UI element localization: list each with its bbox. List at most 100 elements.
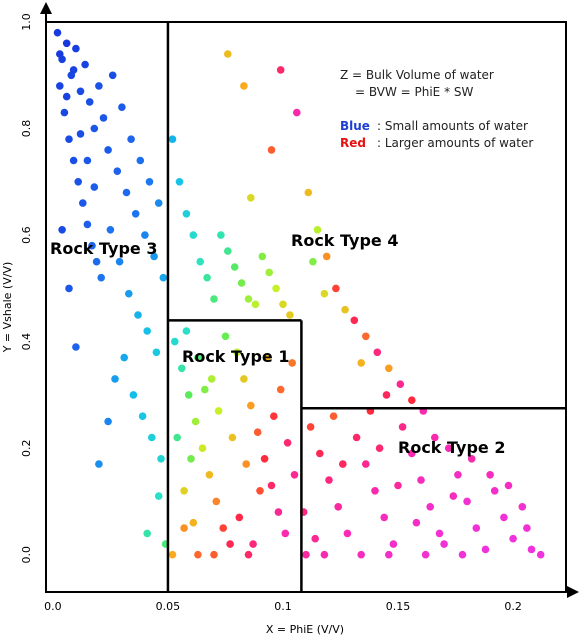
data-point <box>293 108 301 117</box>
data-point <box>281 529 290 538</box>
data-point <box>375 444 384 453</box>
data-point <box>122 188 131 197</box>
region-label-rock-type-2: Rock Type 2 <box>398 438 505 457</box>
data-point <box>85 98 94 106</box>
data-point <box>219 524 227 532</box>
data-point <box>154 492 163 500</box>
data-point <box>320 289 329 298</box>
data-point <box>490 487 499 495</box>
x-axis-label: X = PhiE (V/V) <box>266 623 344 636</box>
y-axis-arrow-icon <box>40 2 52 14</box>
data-point <box>224 247 232 255</box>
x-tick-label: 0.05 <box>156 600 181 613</box>
data-point <box>115 257 124 266</box>
data-point <box>431 433 439 442</box>
data-point <box>143 327 151 335</box>
data-point <box>189 518 198 527</box>
data-point <box>412 518 421 527</box>
data-point <box>187 455 195 463</box>
data-point <box>251 300 260 309</box>
x-tick-label: 0.0 <box>44 600 62 613</box>
data-point <box>357 359 366 367</box>
data-point <box>371 487 379 495</box>
data-point <box>304 188 313 197</box>
data-point <box>320 550 329 559</box>
data-point <box>214 407 223 415</box>
data-point <box>244 295 253 303</box>
data-point <box>83 156 92 165</box>
data-point <box>274 508 283 516</box>
data-point <box>244 550 253 559</box>
legend-blue-text: : Small amounts of water <box>377 119 528 133</box>
data-point <box>74 178 82 186</box>
y-tick-label: 1.0 <box>20 13 33 31</box>
data-point <box>440 540 448 548</box>
data-point <box>65 284 73 293</box>
data-point <box>62 92 71 101</box>
data-point <box>237 279 246 287</box>
data-point <box>69 156 78 165</box>
data-point <box>373 348 382 357</box>
data-point <box>81 60 89 69</box>
data-point <box>72 343 80 351</box>
data-point <box>173 433 181 442</box>
data-point <box>189 231 198 239</box>
data-point <box>380 513 389 522</box>
data-point <box>276 66 285 74</box>
data-point <box>97 273 105 282</box>
data-point <box>396 380 405 389</box>
data-point <box>276 385 285 394</box>
region-label-rock-type-4: Rock Type 4 <box>291 231 398 250</box>
data-point <box>99 114 108 122</box>
cutoff-lines <box>166 22 566 592</box>
data-point <box>157 455 165 463</box>
x-tick-label: 0.2 <box>504 600 522 613</box>
data-point <box>426 503 435 511</box>
data-point <box>171 337 179 346</box>
data-point <box>339 460 347 468</box>
data-point <box>65 135 73 143</box>
data-point <box>343 529 352 538</box>
data-point <box>95 460 103 468</box>
data-point <box>196 257 204 266</box>
data-point <box>504 481 513 490</box>
data-point <box>127 135 135 143</box>
data-point <box>458 550 467 559</box>
data-point <box>159 273 168 282</box>
data-point <box>249 540 257 548</box>
data-point <box>265 268 274 277</box>
legend-red-text: : Larger amounts of water <box>377 136 533 150</box>
data-point <box>283 439 292 447</box>
data-point <box>322 252 331 261</box>
data-point <box>148 433 156 442</box>
data-point <box>198 444 207 453</box>
data-point <box>224 50 232 58</box>
data-point <box>316 449 324 458</box>
data-point <box>233 348 241 357</box>
data-point <box>408 396 416 405</box>
data-point <box>106 226 115 234</box>
data-point <box>417 476 425 484</box>
data-point <box>313 226 322 234</box>
data-point <box>398 423 407 431</box>
data-point <box>90 183 99 191</box>
y-axis-label: Y = Vshale (V/V) <box>1 262 14 354</box>
data-point <box>267 481 276 490</box>
data-point <box>184 391 193 399</box>
region-label-rock-type-3: Rock Type 3 <box>50 239 157 258</box>
data-point <box>306 423 315 431</box>
data-point <box>362 332 370 341</box>
data-point <box>527 545 536 554</box>
data-point <box>104 146 112 154</box>
data-point <box>168 135 177 143</box>
data-point <box>53 28 62 37</box>
data-point <box>256 487 264 495</box>
legend-blue-key: Blue <box>340 119 370 133</box>
data-point <box>385 550 393 559</box>
data-point <box>258 252 267 261</box>
data-point <box>136 156 145 165</box>
data-point <box>95 82 103 90</box>
data-point <box>145 178 154 186</box>
data-point <box>500 513 508 522</box>
